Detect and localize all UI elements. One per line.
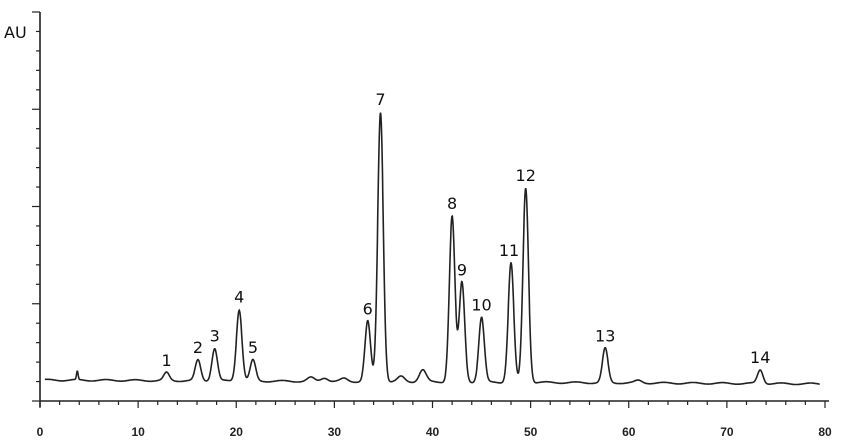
x-tick-label: 40 xyxy=(426,425,440,439)
peak-label-3: 3 xyxy=(210,326,220,345)
peak-label-6: 6 xyxy=(363,299,373,318)
peak-label-2: 2 xyxy=(193,338,203,357)
x-tick-label: 0 xyxy=(37,425,44,439)
chromatogram-trace xyxy=(44,112,820,386)
peak-label-14: 14 xyxy=(750,348,770,367)
ticks: 0 10 20 30 40 50 60 70 80 xyxy=(32,11,832,439)
x-tick-label: 20 xyxy=(230,425,244,439)
axes xyxy=(39,12,829,407)
x-tick-label: 50 xyxy=(524,425,538,439)
x-tick-label: 10 xyxy=(131,425,145,439)
x-tick-label: 60 xyxy=(622,425,636,439)
peak-label-13: 13 xyxy=(595,326,615,345)
peak-label-9: 9 xyxy=(457,260,467,279)
peak-label-8: 8 xyxy=(447,194,457,213)
peak-label-12: 12 xyxy=(516,166,536,185)
x-tick-label: 30 xyxy=(328,425,342,439)
peak-label-10: 10 xyxy=(471,295,491,314)
x-tick-label: 70 xyxy=(720,425,734,439)
peak-label-11: 11 xyxy=(499,241,519,260)
peak-label-7: 7 xyxy=(375,90,385,109)
peak-label-4: 4 xyxy=(234,288,244,307)
y-axis-label: AU xyxy=(4,23,27,42)
peak-label-5: 5 xyxy=(248,338,258,357)
x-tick-label: 80 xyxy=(818,425,832,439)
peak-label-1: 1 xyxy=(161,351,171,370)
